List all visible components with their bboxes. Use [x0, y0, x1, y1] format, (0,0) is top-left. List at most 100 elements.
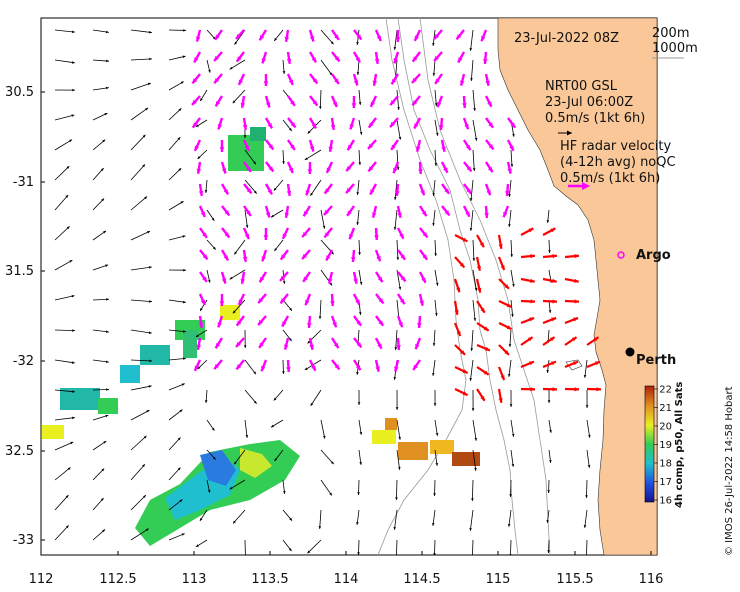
model-vector-arrow	[130, 528, 149, 541]
radar-vector-arrow-strong	[520, 387, 536, 392]
radar-vector-arrow-strong	[498, 322, 513, 331]
radar-vector-arrow	[242, 139, 250, 152]
model-vector-arrow	[229, 269, 246, 280]
model-vector-arrow	[509, 479, 512, 498]
model-vector-arrow	[320, 209, 326, 229]
model-vector-arrow	[244, 359, 257, 375]
radar-vector-arrow	[237, 293, 246, 306]
radar-vector-arrow-strong	[542, 316, 557, 325]
model-vector-arrow	[168, 467, 181, 481]
y-tick-label: 30.5	[5, 85, 34, 100]
radar-vector-arrow	[369, 95, 378, 108]
radar-vector-arrow	[441, 183, 451, 195]
model-vector-arrow	[206, 59, 211, 73]
model-vector-arrow	[282, 59, 286, 74]
model-label-line-2: 23-Jul 06:00Z	[545, 95, 633, 110]
radar-vector-arrow	[374, 271, 384, 283]
model-vector-arrow	[282, 539, 292, 552]
y-tick-label: -32	[13, 354, 34, 369]
colorbar-tick-label: 21	[659, 403, 672, 414]
radar-vector-arrow-strong	[520, 299, 536, 304]
radar-vector-arrow	[351, 249, 356, 263]
radar-vector-arrow-strong	[476, 366, 490, 376]
radar-vector-arrow	[237, 73, 246, 86]
model-vector-arrow	[130, 385, 152, 391]
radar-vector-arrow	[264, 183, 274, 196]
radar-vector-arrow	[301, 249, 311, 260]
model-vector-arrow	[274, 449, 284, 462]
argo-label: Argo	[636, 248, 671, 263]
model-vector-arrow	[548, 449, 552, 463]
model-vector-arrow	[586, 449, 591, 468]
model-vector-arrow	[92, 230, 107, 241]
radar-vector-arrow-strong	[454, 256, 466, 269]
radar-vector-arrow	[419, 249, 429, 261]
model-vector-arrow	[396, 539, 398, 555]
model-vector-arrow	[54, 194, 69, 211]
model-scale-arrow-head	[567, 130, 572, 136]
radar-vector-arrow	[193, 51, 202, 64]
radar-vector-arrow	[331, 359, 341, 371]
model-vector-arrow	[358, 449, 362, 465]
radar-vector-arrow	[396, 315, 404, 328]
model-vector-arrow	[197, 149, 208, 160]
radar-vector-arrow	[286, 73, 294, 86]
radar-vector-arrow-strong	[542, 336, 556, 346]
radar-vector-arrow	[353, 315, 363, 327]
radar-vector-arrow	[220, 161, 227, 174]
x-tick-label: 115.5	[556, 572, 593, 587]
model-vector-arrow	[130, 463, 146, 481]
radar-vector-arrow	[307, 161, 313, 175]
colorbar-tick-label: 16	[659, 496, 672, 507]
radar-vector-arrow	[287, 139, 296, 151]
radar-vector-arrow	[392, 161, 400, 174]
radar-vector-arrow-strong	[476, 343, 491, 352]
model-vector-arrow	[318, 299, 322, 319]
radar-vector-arrow	[433, 51, 443, 62]
radar-vector-arrow	[484, 95, 493, 108]
radar-vector-arrow	[219, 293, 225, 307]
radar-vector-arrow	[214, 95, 224, 107]
model-vector-arrow	[92, 388, 110, 391]
model-vector-arrow	[273, 179, 284, 191]
radar-vector-arrow	[396, 337, 401, 351]
radar-vector-arrow	[281, 227, 290, 240]
radar-vector-arrow-strong	[476, 234, 485, 248]
radar-vector-arrow	[235, 315, 245, 327]
colorbar-gradient	[644, 385, 655, 503]
model-vector-arrow	[232, 299, 246, 314]
model-vector-arrow	[54, 441, 74, 451]
radar-vector-arrow	[243, 205, 252, 217]
radar-vector-arrow	[327, 271, 334, 284]
model-vector-arrow	[195, 539, 208, 548]
radar-vector-arrow	[308, 29, 315, 42]
model-vector-arrow	[434, 239, 437, 257]
model-vector-arrow	[585, 479, 588, 499]
radar-vector-arrow-strong	[564, 387, 580, 392]
radar-vector-arrow-strong	[520, 277, 535, 283]
radar-vector-arrow	[436, 95, 444, 108]
radar-vector-arrow-strong	[564, 254, 580, 259]
model-vector-arrow	[233, 449, 246, 465]
radar-label-line-2: (4-12h avg) noQC	[560, 155, 676, 170]
radar-vector-arrow	[265, 139, 275, 151]
radar-vector-arrow	[261, 249, 268, 262]
radar-vector-arrow	[287, 95, 296, 107]
radar-vector-arrow	[374, 29, 382, 42]
model-vector-arrow	[168, 329, 186, 333]
radar-vector-arrow	[221, 227, 231, 239]
radar-vector-arrow	[367, 161, 377, 173]
radar-vector-arrow	[302, 205, 312, 217]
radar-vector-arrow	[304, 293, 312, 306]
model-vector-arrow	[274, 239, 284, 252]
model-vector-arrow	[206, 209, 215, 221]
radar-vector-arrow	[258, 271, 268, 283]
model-vector-arrow	[395, 389, 399, 411]
radar-vector-arrow	[263, 73, 269, 87]
radar-vector-arrow	[330, 337, 340, 349]
radar-vector-arrow	[389, 117, 399, 128]
model-vector-arrow	[168, 409, 183, 421]
radar-vector-arrow	[413, 117, 422, 130]
radar-vector-arrow	[283, 337, 290, 350]
radar-vector-arrow	[286, 183, 292, 197]
